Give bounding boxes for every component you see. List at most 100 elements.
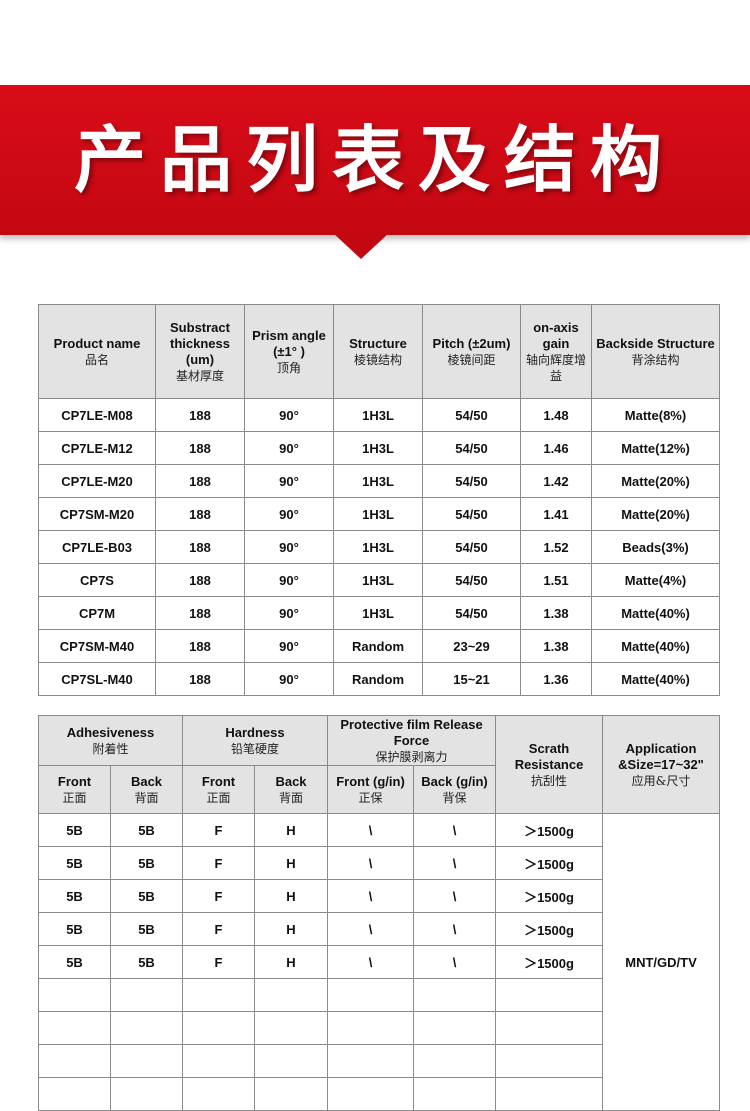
header-en: on-axis gain — [533, 319, 579, 351]
table-cell: 90° — [244, 629, 334, 663]
table-cell — [38, 1044, 111, 1078]
table-cell: 188 — [155, 629, 245, 663]
table-cell — [327, 978, 414, 1012]
table-cell: 5B — [110, 813, 183, 847]
table-cell — [412, 1044, 497, 1078]
table-cell: 90° — [244, 398, 334, 432]
table-cell: CP7LE-B03 — [38, 530, 156, 564]
table-cell: Matte(8%) — [591, 398, 720, 432]
table-cell: ＞1500g — [495, 846, 604, 880]
table-cell: 5B — [110, 879, 183, 913]
table-cell — [38, 1011, 111, 1045]
table-cell — [38, 1077, 111, 1111]
table-cell: ＞1500g — [495, 912, 604, 946]
table-cell: 1H3L — [333, 398, 423, 432]
table-cell: CP7SM-M20 — [38, 497, 156, 531]
header-cn: 背面 — [278, 790, 303, 805]
table-cell: 5B — [110, 846, 183, 880]
table-cell: \ — [412, 912, 497, 946]
table-cell: F — [182, 846, 255, 880]
header-en: Pitch (±2um) — [432, 335, 511, 351]
header-cn: 正面 — [206, 790, 231, 805]
table-cell: 90° — [244, 596, 334, 630]
table-cell: 54/50 — [422, 398, 521, 432]
table-cell: 5B — [38, 879, 111, 913]
column-header: Prism angle (±1° ) 顶角 — [244, 304, 334, 399]
table-cell: 90° — [244, 563, 334, 597]
header-cn: 正保 — [358, 790, 383, 805]
table-cell: 90° — [244, 431, 334, 465]
table-cell: 188 — [155, 398, 245, 432]
column-header: Product name 品名 — [38, 304, 156, 399]
table-row: CP7M 188 90° 1H3L 54/50 1.38 Matte(40%) — [38, 596, 720, 630]
subheader: Front 正面 — [38, 765, 111, 814]
table-cell: 1.48 — [520, 398, 592, 432]
header-cn: 品名 — [84, 352, 109, 367]
table-cell: Matte(40%) — [591, 629, 720, 663]
column-header: Structure 棱镜结构 — [333, 304, 423, 399]
table-cell — [412, 1011, 497, 1045]
table-cell: \ — [412, 813, 497, 847]
table-cell: H — [254, 945, 328, 979]
table-cell — [254, 1044, 328, 1078]
product-list-table: Product name 品名 Substract thickness (um) 基材… — [38, 304, 720, 696]
table-cell: Matte(20%) — [591, 464, 720, 498]
table-cell — [412, 1077, 497, 1111]
table-cell: 5B — [38, 945, 111, 979]
table-cell: 5B — [38, 912, 111, 946]
table-cell: H — [254, 813, 328, 847]
table-cell — [412, 978, 497, 1012]
table-cell: F — [182, 912, 255, 946]
header-en: Structure — [349, 335, 407, 351]
table-row: CP7LE-M20 188 90° 1H3L 54/50 1.42 Matte(20%) — [38, 464, 720, 498]
table-cell: 188 — [155, 497, 245, 531]
table-row: CP7LE-M12 188 90° 1H3L 54/50 1.46 Matte(12%) — [38, 431, 720, 465]
table-cell: CP7LE-M20 — [38, 464, 156, 498]
table-cell: 188 — [155, 662, 245, 696]
table-cell — [254, 1011, 328, 1045]
table-cell: CP7M — [38, 596, 156, 630]
header-en: Substract thickness (um) — [170, 319, 230, 367]
table-cell: 1H3L — [333, 563, 423, 597]
properties-table: Adhesiveness 附着性 Hardness 铅笔硬度 Protective … — [38, 715, 721, 1111]
header-application: Application &Size=17~32" 应用&尺寸 — [602, 715, 721, 814]
table-cell — [495, 1077, 604, 1111]
table-row: CP7LE-M08 188 90° 1H3L 54/50 1.48 Matte(8%) — [38, 398, 720, 432]
table-cell: ＞1500g — [495, 879, 604, 913]
table-cell: 188 — [155, 464, 245, 498]
header-scratch: Scrath Resistance 抗刮性 — [495, 715, 604, 814]
header-cn: 背涂结构 — [631, 352, 680, 367]
table-cell: CP7LE-M08 — [38, 398, 156, 432]
header-cn: 背保 — [442, 790, 467, 805]
column-header: Substract thickness (um) 基材厚度 — [155, 304, 245, 399]
table-cell: \ — [327, 879, 414, 913]
table-cell: CP7S — [38, 563, 156, 597]
table-cell — [182, 1077, 255, 1111]
header-cn: 棱镜结构 — [353, 352, 402, 367]
table-cell: 1.51 — [520, 563, 592, 597]
table-cell — [254, 978, 328, 1012]
column-header: on-axis gain 轴向辉度增益 — [520, 304, 592, 399]
subheader: Front (g/in) 正保 — [327, 765, 414, 814]
table-cell — [110, 1077, 183, 1111]
table-row: CP7S 188 90° 1H3L 54/50 1.51 Matte(4%) — [38, 563, 720, 597]
table-cell: F — [182, 879, 255, 913]
table-cell — [327, 1077, 414, 1111]
header-en: Back (g/in) — [421, 773, 488, 789]
table-cell: \ — [327, 912, 414, 946]
table-cell: 5B — [110, 945, 183, 979]
table-cell: Matte(20%) — [591, 497, 720, 531]
table-cell — [182, 1011, 255, 1045]
table-cell: Matte(40%) — [591, 596, 720, 630]
table-cell — [327, 1011, 414, 1045]
table-cell — [254, 1077, 328, 1111]
header-en: Back — [130, 773, 163, 789]
table-cell: H — [254, 912, 328, 946]
table-cell: 90° — [244, 464, 334, 498]
table-cell: 188 — [155, 431, 245, 465]
header-cn: 轴向辉度增益 — [525, 352, 586, 383]
table-cell: 15~21 — [422, 662, 521, 696]
table-cell: 188 — [155, 530, 245, 564]
table-cell: Random — [333, 662, 423, 696]
table-cell: Matte(12%) — [591, 431, 720, 465]
